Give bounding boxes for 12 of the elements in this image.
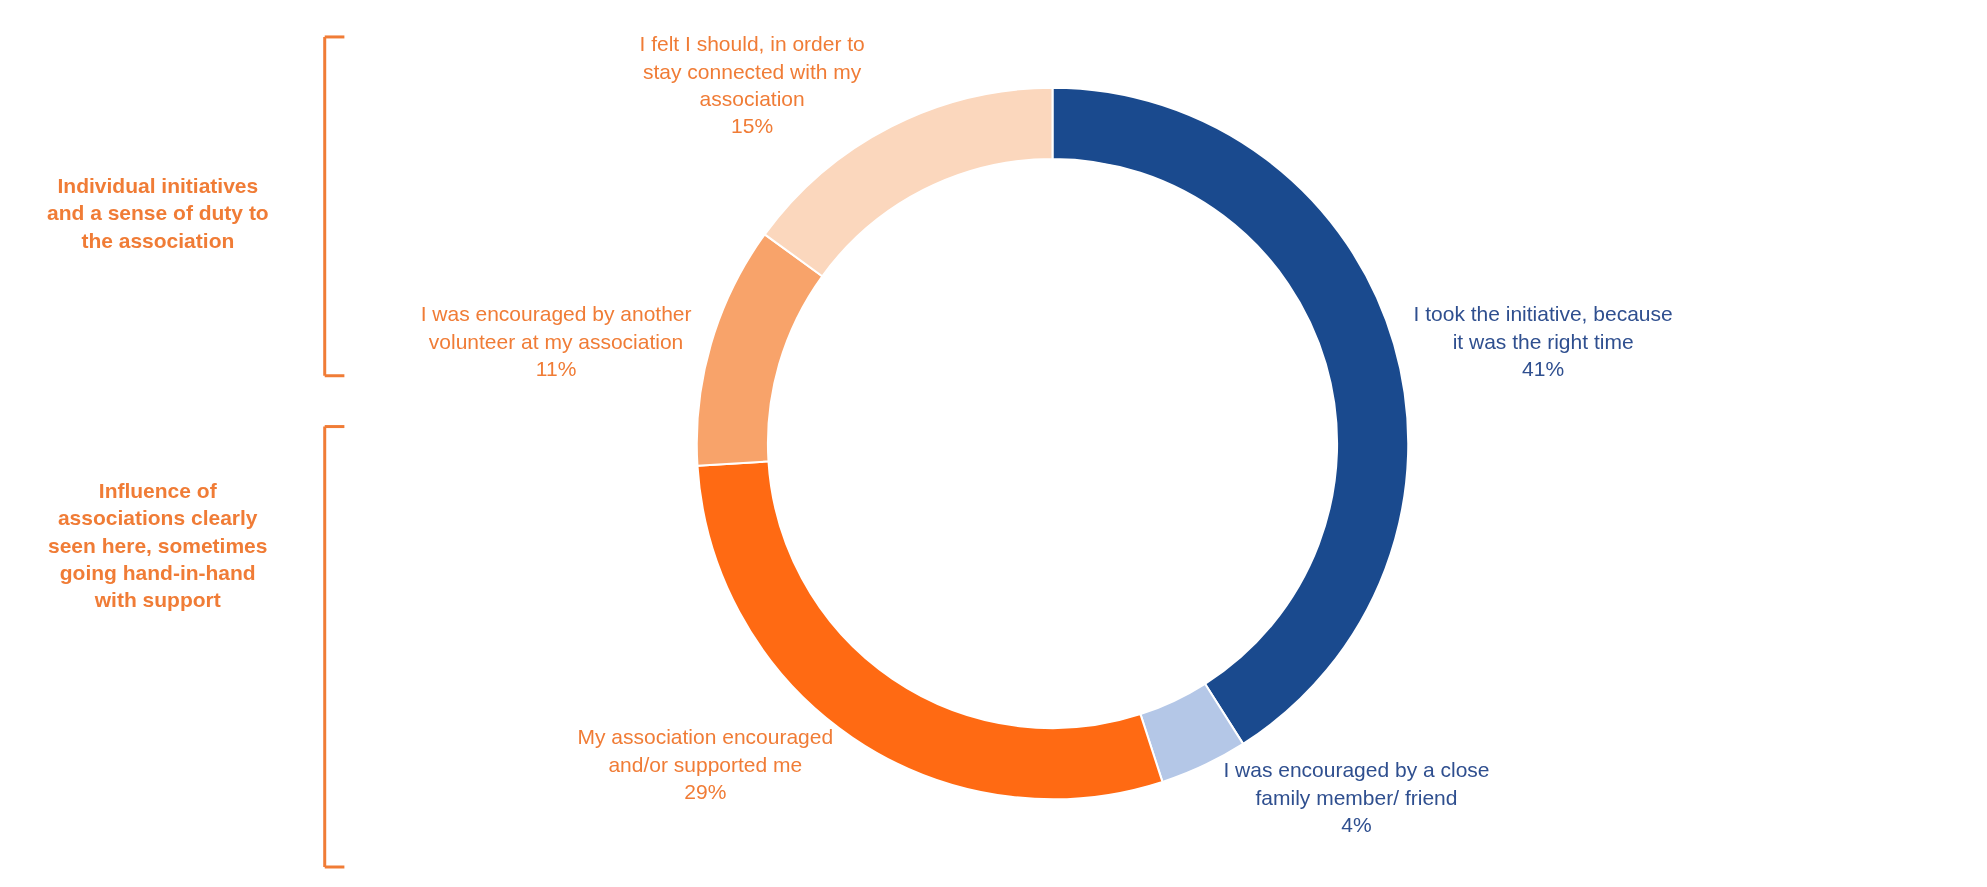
- slice-label: I felt I should, in order to stay connected with my association: [639, 32, 865, 111]
- text: Influence of associations clearly seen here, sometimes going hand-in-hand with support: [48, 479, 268, 612]
- data-label: 15%: [731, 114, 774, 138]
- text: Individual initiatives and a sense of duty to the association: [47, 174, 269, 252]
- data-label: 11%: [535, 357, 577, 381]
- data-label: 41%: [1522, 357, 1565, 381]
- data-label: 4%: [1341, 812, 1372, 836]
- slice-label: I took the initiative, because it was the right time: [1413, 302, 1673, 353]
- data-label: 29%: [684, 780, 727, 804]
- slice-label: I was encouraged by another volunteer at my association: [420, 302, 692, 353]
- slice-label: My association encouraged and/or supported me: [577, 725, 834, 776]
- slice-label: I was encouraged by a close family member/ friend: [1223, 758, 1490, 809]
